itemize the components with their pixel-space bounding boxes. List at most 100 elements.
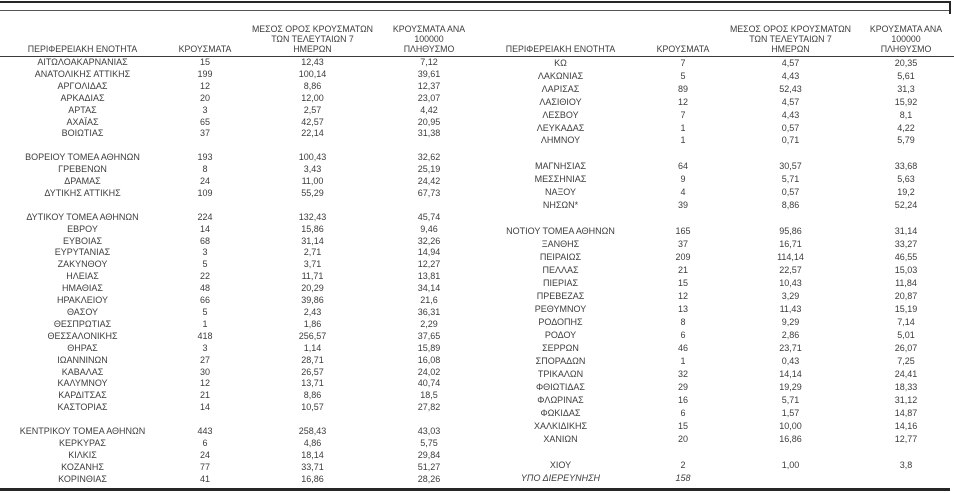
cell-per100k: 12,37 [417, 80, 441, 91]
cell-per100k: 19,2 [897, 187, 915, 198]
cell-avg7: 33,71 [301, 461, 324, 472]
cell-per100k [858, 148, 954, 161]
cell-avg7: 10,43 [779, 278, 802, 289]
cell-per100k [380, 140, 478, 152]
cell-name: ΠΕΛΛΑΣ [542, 265, 579, 276]
cell-avg7 [723, 473, 858, 486]
cell-cases: 4 [680, 187, 686, 198]
header-per100k-line2: ΠΛΗΘΥΣΜΟ [403, 44, 455, 54]
cell-name: ΗΛΕΙΑΣ [66, 271, 99, 282]
table-row: ΖΑΚΥΝΘΟΥ 5 3,71 12,27 [0, 259, 478, 271]
header-per100k-line1: ΚΡΟΥΣΜΑΤΑ ΑΝΑ 100000 [869, 24, 943, 44]
cell-per100k: 28,26 [417, 473, 441, 484]
cell-cases: 39 [677, 200, 688, 211]
cell-cases: 1 [680, 135, 686, 146]
cell-per100k: 14,94 [417, 247, 441, 258]
cell-avg7: 15,86 [301, 223, 324, 234]
cell-name: ΕΥΒΟΙΑΣ [62, 235, 103, 246]
cell-avg7: 28,71 [301, 354, 324, 365]
cell-avg7: 31,14 [301, 235, 324, 246]
cell-name: ΑΝΑΤΟΛΙΚΗΣ ΑΤΤΙΚΗΣ [34, 68, 131, 79]
table-row: ΦΛΩΡΙΝΑΣ 16 5,71 31,12 [478, 395, 954, 408]
table-row: ΗΡΑΚΛΕΙΟΥ 66 39,86 21,6 [0, 295, 478, 307]
header-cases: ΚΡΟΥΣΜΑΤΑ [165, 24, 245, 57]
cell-name: ΝΗΣΩΝ* [542, 200, 579, 211]
cell-name: ΚΑΒΑΛΑΣ [61, 366, 104, 377]
table-row: ΑΡΚΑΔΙΑΣ 20 12,00 23,07 [0, 93, 478, 105]
cell-per100k: 13,81 [417, 271, 441, 282]
cell-avg7: 2,57 [303, 104, 322, 115]
table-row: ΑΝΑΤΟΛΙΚΗΣ ΑΤΤΙΚΗΣ 199 100,14 39,61 [0, 69, 478, 81]
cell-cases: 1 [680, 356, 686, 367]
cell-name: ΧΑΝΙΩΝ [543, 434, 578, 445]
table-row: ΣΠΟΡΑΔΩΝ 1 0,43 7,25 [478, 356, 954, 369]
table-row: ΒΟΙΩΤΙΑΣ 37 22,14 31,38 [0, 128, 478, 140]
cell-cases [643, 213, 723, 226]
cell-cases: 24 [199, 449, 210, 460]
cell-name: ΦΘΙΩΤΙΔΑΣ [536, 382, 585, 393]
header-per100k-line1: ΚΡΟΥΣΜΑΤΑ ΑΝΑ 100000 [392, 24, 466, 44]
cell-avg7: 11,43 [779, 304, 802, 315]
header-avg7-line3: ΗΜΕΡΩΝ [293, 44, 332, 54]
header-per100k: ΚΡΟΥΣΜΑΤΑ ΑΝΑ 100000 ΠΛΗΘΥΣΜΟ [858, 24, 954, 57]
cell-avg7: 55,29 [301, 187, 324, 198]
header-avg7-line1: ΜΕΣΟΣ ΟΡΟΣ ΚΡΟΥΣΜΑΤΩΝ [251, 24, 374, 34]
cell-avg7: 2,71 [303, 247, 322, 258]
table-row: ΘΑΣΟΥ 5 2,43 36,31 [0, 307, 478, 319]
cell-per100k: 16,08 [417, 354, 441, 365]
cell-cases: 7 [680, 109, 686, 120]
cell-per100k: 25,19 [417, 164, 441, 175]
table-row: ΚΕΝΤΡΙΚΟΥ ΤΟΜΕΑ ΑΘΗΝΩΝ 443 258,43 43,03 [0, 426, 478, 438]
cell-avg7: 10,57 [301, 402, 324, 413]
cell-name: ΘΗΡΑΣ [67, 342, 98, 353]
cell-avg7: 2,43 [303, 307, 322, 317]
cell-per100k: 11,84 [895, 278, 917, 289]
cell-cases: 21 [677, 265, 688, 276]
cell-avg7: 20,29 [301, 283, 324, 294]
cell-per100k [858, 213, 954, 226]
cell-name: ΜΕΣΣΗΝΙΑΣ [534, 174, 587, 185]
right-edge-rule [949, 1, 951, 14]
cell-cases: 48 [199, 283, 210, 294]
cell-avg7: 3,43 [303, 164, 322, 175]
spacer-row [478, 213, 954, 226]
cell-name: ΑΡΓΟΛΙΔΑΣ [57, 80, 108, 91]
table-row: ΔΡΑΜΑΣ 24 11,00 24,42 [0, 176, 478, 188]
cell-avg7: 114,14 [777, 252, 804, 263]
header-cases: ΚΡΟΥΣΜΑΤΑ [643, 24, 723, 57]
cell-name: ΛΕΥΚΑΔΑΣ [536, 122, 585, 133]
cell-name: ΘΑΣΟΥ [66, 307, 99, 317]
cell-per100k: 51,27 [417, 461, 441, 472]
cell-per100k: 37,65 [417, 330, 441, 341]
cell-cases: 64 [677, 161, 688, 172]
cell-cases: 24 [199, 176, 210, 187]
cell-cases [165, 140, 245, 152]
cell-name: ΠΡΕΒΕΖΑΣ [536, 291, 585, 302]
table-row: ΘΕΣΠΡΩΤΙΑΣ 1 1,86 2,29 [0, 319, 478, 331]
table-body-left: ΑΙΤΩΛΟΑΚΑΡΝΑΝΙΑΣ 15 12,43 7,12 ΑΝΑΤΟΛΙΚΗΣ ΑΤ… [0, 57, 478, 486]
cell-name: ΑΙΤΩΛΟΑΚΑΡΝΑΝΙΑΣ [37, 57, 128, 67]
cell-per100k: 21,6 [420, 295, 438, 306]
cell-avg7: 23,71 [779, 343, 802, 354]
cell-cases: 158 [675, 473, 691, 484]
cell-avg7 [723, 148, 858, 161]
table-row: ΥΠΟ ΔΙΕΡΕΥΝΗΣΗ 158 [478, 473, 954, 486]
table-row: ΤΡΙΚΑΛΩΝ 32 14,14 24,41 [478, 369, 954, 382]
table-row: ΑΧΑΪΑΣ 65 42,57 20,95 [0, 117, 478, 129]
header-cases-label: ΚΡΟΥΣΜΑΤΑ [178, 44, 232, 54]
cell-avg7 [245, 414, 380, 426]
table-row: ΛΗΜΝΟΥ 1 0,71 5,79 [478, 135, 954, 148]
table-row: ΕΒΡΟΥ 14 15,86 9,46 [0, 224, 478, 236]
cell-cases: 418 [197, 330, 213, 341]
cell-name: ΚΟΖΑΝΗΣ [61, 461, 104, 472]
cell-cases [643, 447, 723, 460]
cell-avg7: 11,71 [301, 271, 324, 282]
cell-name: ΜΑΓΝΗΣΙΑΣ [534, 161, 587, 172]
cell-name: ΞΑΝΘΗΣ [541, 239, 580, 250]
cell-name [0, 140, 165, 152]
cell-name: ΘΕΣΣΑΛΟΝΙΚΗΣ [47, 330, 118, 341]
cell-per100k: 5,01 [897, 330, 915, 341]
cell-name: ΑΡΚΑΔΙΑΣ [60, 92, 105, 103]
cell-cases: 109 [197, 187, 213, 198]
cell-per100k: 32,62 [417, 152, 441, 163]
